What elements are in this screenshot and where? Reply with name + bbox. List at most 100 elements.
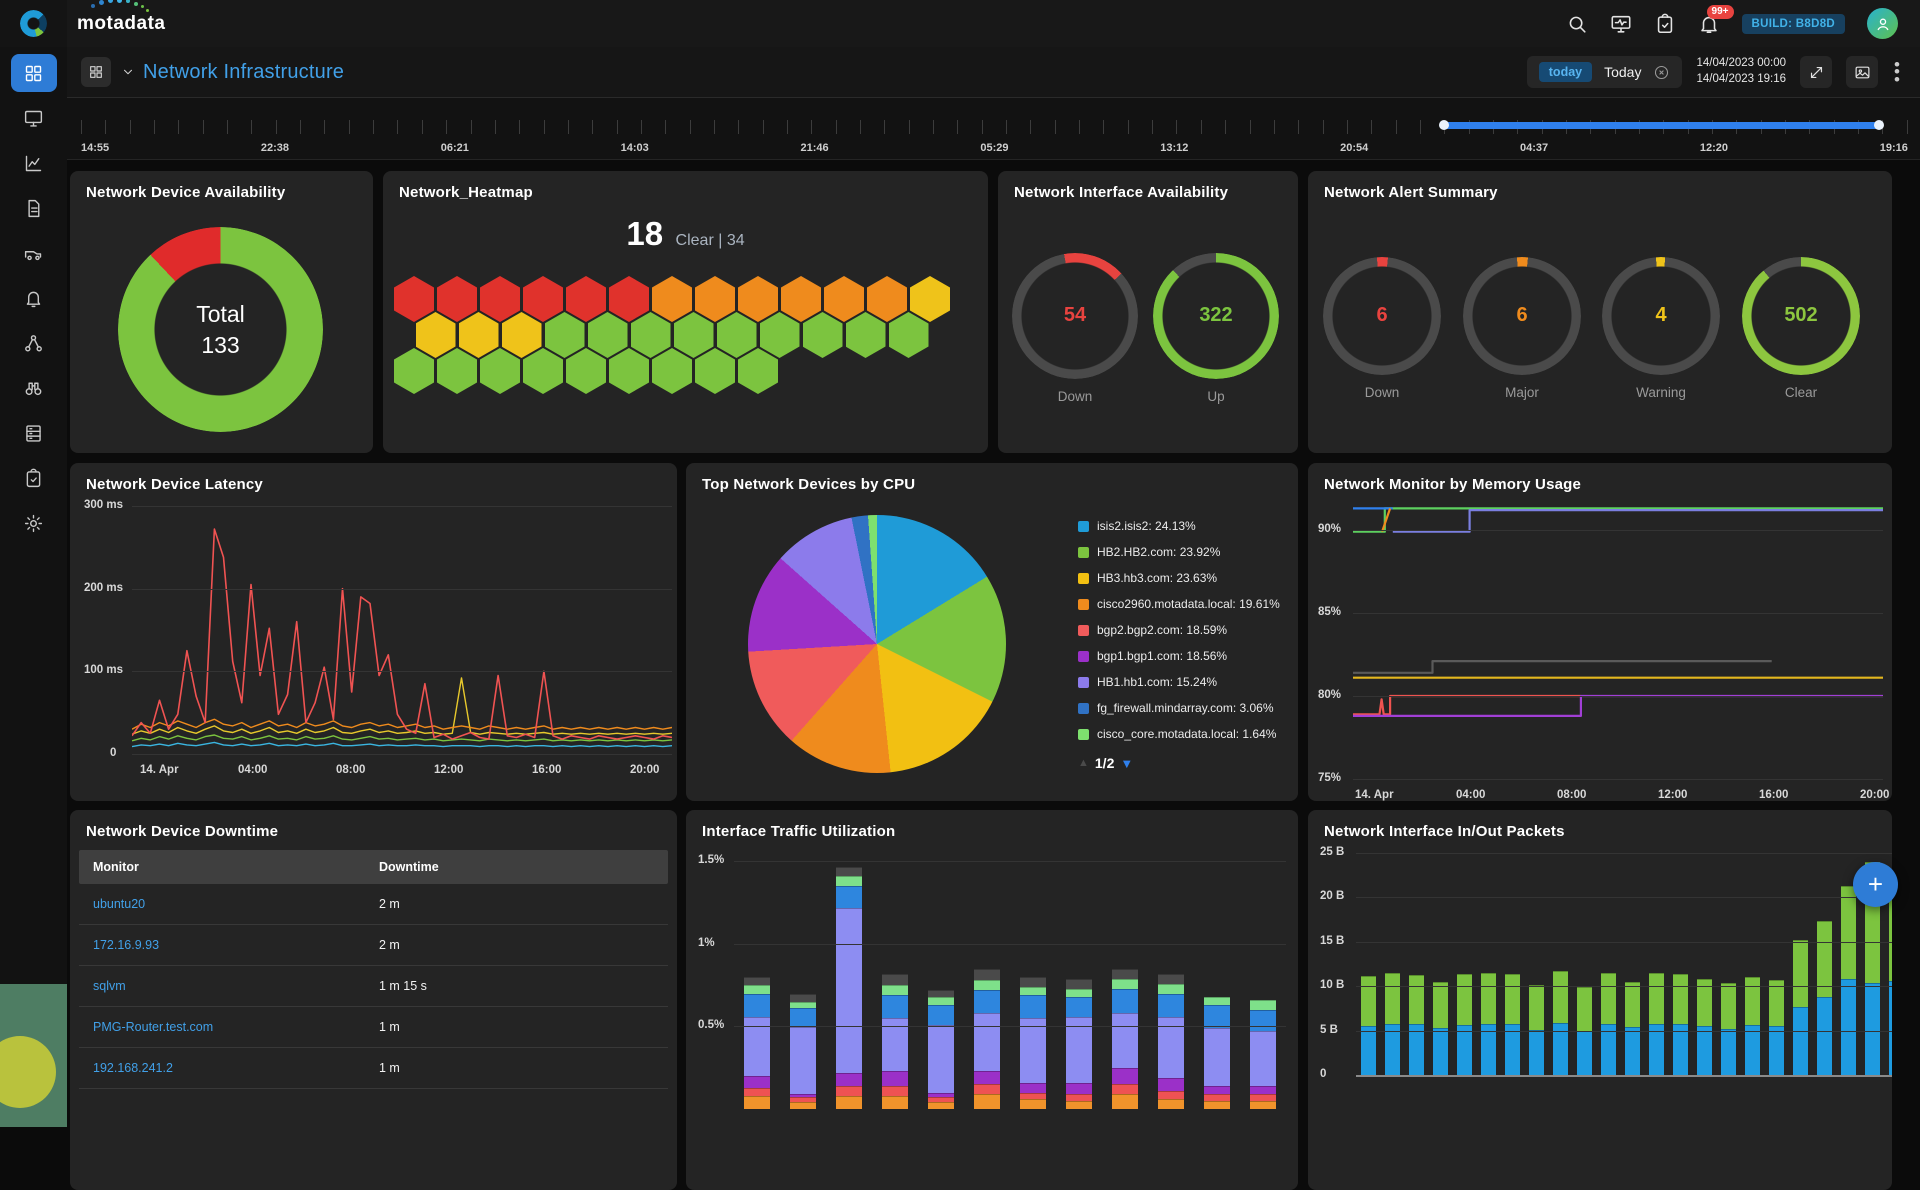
packets-bar[interactable] (1384, 972, 1400, 1075)
tasks-clipboard-icon[interactable] (1654, 13, 1676, 35)
packets-bar[interactable] (1768, 980, 1784, 1075)
traffic-bar[interactable] (928, 990, 954, 1109)
traffic-bar[interactable] (1112, 968, 1138, 1109)
heatmap-cell-critical[interactable] (437, 276, 477, 322)
packets-bar[interactable] (1504, 973, 1520, 1075)
traffic-bar[interactable] (744, 977, 770, 1109)
heatmap-cell-clear[interactable] (437, 348, 477, 394)
heatmap-cell-clear[interactable] (566, 348, 606, 394)
packets-bar[interactable] (1672, 973, 1688, 1075)
app-logo[interactable] (0, 0, 67, 47)
sidebar-item-vehicle[interactable] (11, 234, 57, 272)
traffic-bar[interactable] (1066, 978, 1092, 1109)
heatmap-cell-critical[interactable] (609, 276, 649, 322)
heatmap-cell-warning[interactable] (501, 312, 542, 358)
traffic-bar[interactable] (1158, 973, 1184, 1109)
time-chip[interactable]: today (1538, 62, 1593, 82)
cpu-pie-chart[interactable] (748, 515, 1006, 773)
heatmap-cell-critical[interactable] (480, 276, 520, 322)
heatmap-cell-critical[interactable] (523, 276, 563, 322)
heatmap-cell-clear[interactable] (587, 312, 628, 358)
heatmap-cell-major[interactable] (824, 276, 864, 322)
packets-bar[interactable] (1432, 981, 1448, 1075)
memory-step-chart[interactable] (1353, 493, 1883, 798)
packets-bar[interactable] (1816, 921, 1832, 1075)
search-icon[interactable] (1566, 13, 1588, 35)
monitor-link[interactable]: ubuntu20 (93, 897, 146, 911)
page-up-arrow[interactable]: ▲ (1078, 757, 1089, 769)
slider-left-handle[interactable] (1439, 120, 1450, 130)
legend-item[interactable]: fg_firewall.mindarray.com: 3.06% (1078, 695, 1288, 721)
column-downtime[interactable]: Downtime (379, 860, 439, 874)
packets-bar[interactable] (1408, 974, 1424, 1075)
sidebar-item-monitor-screen[interactable] (11, 99, 57, 137)
sidebar-item-discovery-binoculars[interactable] (11, 369, 57, 407)
legend-item[interactable]: bgp2.bgp2.com: 18.59% (1078, 617, 1288, 643)
packets-bar[interactable] (1528, 985, 1544, 1075)
monitor-link[interactable]: 172.16.9.93 (93, 938, 160, 952)
sidebar-item-metric-chart[interactable] (11, 144, 57, 182)
packets-stacked-bar-chart[interactable] (1356, 845, 1892, 1075)
heatmap-cell-warning[interactable] (458, 312, 499, 358)
traffic-bar[interactable] (1250, 1000, 1276, 1109)
clear-time-icon[interactable] (1653, 64, 1670, 81)
traffic-bar[interactable] (836, 866, 862, 1109)
packets-bar[interactable] (1600, 972, 1616, 1075)
time-select[interactable]: Today (1604, 64, 1642, 80)
gauge-up[interactable]: 322 Up (1153, 253, 1279, 404)
packets-bar[interactable] (1624, 981, 1640, 1075)
monitor-link[interactable]: 192.168.241.2 (93, 1061, 173, 1075)
heatmap-cell-clear[interactable] (888, 312, 929, 358)
heatmap-cell-major[interactable] (781, 276, 821, 322)
packets-bar[interactable] (1576, 987, 1592, 1075)
notifications-bell-icon[interactable]: 99+ (1698, 4, 1734, 35)
legend-item[interactable]: bgp1.bgp1.com: 18.56% (1078, 643, 1288, 669)
gauge-down[interactable]: 54 Down (1012, 253, 1138, 404)
heatmap-cell-major[interactable] (738, 276, 778, 322)
heatmap-cell-clear[interactable] (802, 312, 843, 358)
gauge-warning[interactable]: 4 Warning (1602, 257, 1720, 400)
packets-bar[interactable] (1552, 971, 1568, 1075)
packets-bar[interactable] (1840, 885, 1856, 1075)
traffic-bar[interactable] (1204, 996, 1230, 1109)
monitor-link[interactable]: sqlvm (93, 979, 126, 993)
sidebar-item-topology[interactable] (11, 324, 57, 362)
heatmap-cell-major[interactable] (867, 276, 907, 322)
legend-item[interactable]: cisco2960.motadata.local: 19.61% (1078, 591, 1288, 617)
traffic-stacked-bar-chart[interactable] (734, 810, 1286, 1109)
sidebar-item-dashboard-grid[interactable] (10, 54, 57, 92)
availability-donut-chart[interactable] (118, 227, 323, 432)
heatmap-cell-clear[interactable] (394, 348, 434, 394)
packets-bar[interactable] (1744, 977, 1760, 1075)
packets-bar[interactable] (1480, 972, 1496, 1075)
sidebar-item-inventory-rack[interactable] (11, 414, 57, 452)
heatmap-cell-clear[interactable] (716, 312, 757, 358)
legend-item[interactable]: cisco_core.motadata.local: 1.64% (1078, 721, 1288, 747)
page-down-arrow[interactable]: ▼ (1120, 755, 1134, 771)
dashboard-grid-button[interactable] (81, 57, 111, 87)
heatmap-cell-clear[interactable] (480, 348, 520, 394)
heatmap-cell-clear[interactable] (652, 348, 692, 394)
traffic-bar[interactable] (882, 973, 908, 1109)
legend-item[interactable]: HB3.hb3.com: 23.63% (1078, 565, 1288, 591)
display-pulse-icon[interactable] (1610, 13, 1632, 35)
packets-bar[interactable] (1456, 973, 1472, 1075)
gauge-major[interactable]: 6 Major (1463, 257, 1581, 400)
legend-item[interactable]: HB1.hb1.com: 15.24% (1078, 669, 1288, 695)
traffic-bar[interactable] (790, 993, 816, 1109)
timeline-selection-slider[interactable] (1439, 120, 1884, 130)
packets-bar[interactable] (1888, 884, 1892, 1075)
packets-bar[interactable] (1696, 979, 1712, 1075)
packets-bar[interactable] (1720, 982, 1736, 1075)
heatmap-cell-critical[interactable] (566, 276, 606, 322)
time-range-control[interactable]: today Today (1526, 56, 1683, 88)
gauge-down[interactable]: 6 Down (1323, 257, 1441, 400)
heatmap-cell-major[interactable] (695, 276, 735, 322)
more-options-kebab[interactable]: • • • (1894, 54, 1900, 89)
heatmap-cell-warning[interactable] (415, 312, 456, 358)
traffic-bar[interactable] (1020, 977, 1046, 1109)
packets-bar[interactable] (1648, 972, 1664, 1075)
heatmap-cell-clear[interactable] (630, 312, 671, 358)
add-widget-fab[interactable]: + (1853, 862, 1898, 907)
heatmap-cell-clear[interactable] (695, 348, 735, 394)
